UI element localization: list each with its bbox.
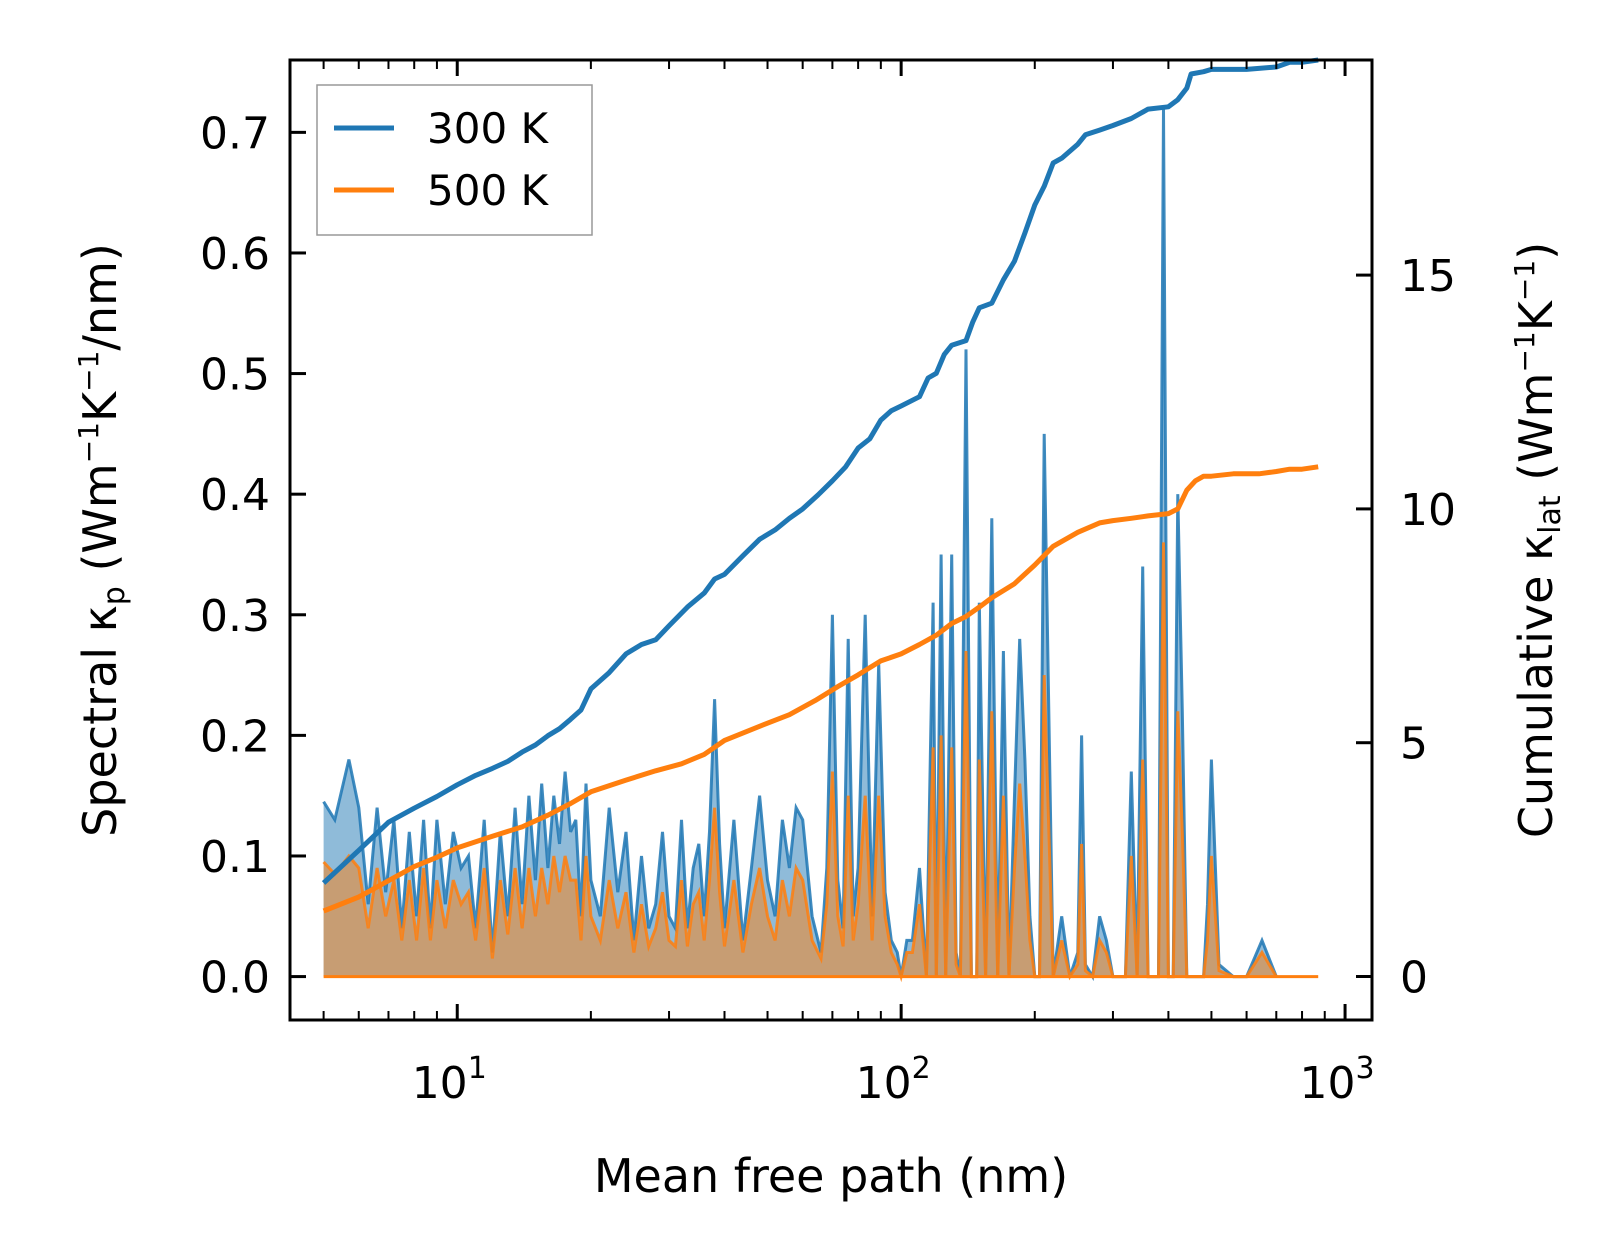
axes: 0.0 0.1 0.2 0.3 0.4 0.5 0.6 0.7 0 5 10 15 101 102 103: [200, 60, 1456, 1109]
legend-label-300k: 300 K: [427, 104, 550, 153]
left-y-tick-label: 0.5: [200, 350, 270, 401]
plot-frame: [288, 58, 1374, 1022]
x-tick-label: 101: [412, 1051, 487, 1109]
left-y-tick-label: 0.4: [200, 470, 270, 521]
plot-area: [321, 57, 1319, 983]
right-y-tick-label: 5: [1400, 719, 1428, 770]
right-y-tick-label: 0: [1400, 953, 1428, 1004]
cumulative-line-300k: [321, 57, 1319, 885]
legend-box: [316, 84, 593, 236]
left-y-tick-label: 0.6: [200, 229, 270, 280]
right-y-axis-title: Cumulative κlat (Wm−1K−1): [1508, 242, 1568, 838]
left-y-tick-label: 0.3: [200, 591, 270, 642]
left-y-tick-label: 0.0: [200, 953, 270, 1004]
left-y-tick-label: 0.2: [200, 711, 270, 762]
left-y-axis-title: Spectral κp (Wm−1K−1/nm): [72, 243, 132, 837]
x-tick-label: 103: [1300, 1051, 1375, 1109]
legend-label-500k: 500 K: [427, 166, 550, 215]
cumulative-line-500k: [322, 464, 1319, 914]
legend: 300 K 500 K: [316, 84, 593, 236]
x-axis-title: Mean free path (nm): [594, 1149, 1068, 1203]
right-y-tick-label: 15: [1400, 251, 1456, 302]
right-y-tick-label: 10: [1400, 485, 1456, 536]
left-y-tick-label: 0.7: [200, 108, 270, 159]
left-y-tick-label: 0.1: [200, 832, 270, 883]
spectral-area-500k: [323, 542, 1277, 977]
x-tick-label: 102: [856, 1051, 931, 1109]
